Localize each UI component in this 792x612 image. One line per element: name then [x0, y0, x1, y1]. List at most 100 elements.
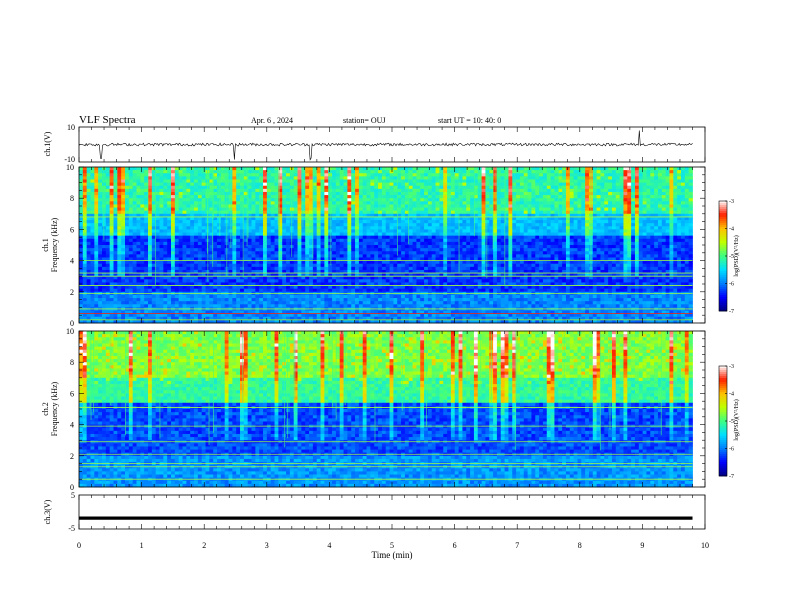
spectrogram-cell [358, 167, 364, 171]
spectrogram-cell [197, 260, 203, 265]
spectrogram-cell [420, 173, 425, 177]
spectrogram-cell [197, 319, 203, 324]
spectrogram-cell [125, 257, 130, 261]
spectrogram-cell [343, 216, 348, 221]
spectrogram-cell [381, 241, 387, 246]
spectrogram-cell [427, 285, 433, 290]
spectrogram-cell [90, 195, 95, 199]
spectrogram-cell [427, 201, 433, 205]
spectrogram-cell [312, 310, 318, 315]
spectrogram-cell [178, 201, 183, 205]
spectrogram-cell [140, 263, 145, 268]
spectrogram-cell [450, 304, 456, 308]
spectrogram-cell [355, 304, 360, 308]
spectrogram-cell [458, 191, 463, 196]
spectrogram-cell [247, 213, 252, 218]
spectrogram-cell [194, 248, 199, 252]
spectrogram-cell [201, 207, 206, 212]
spectrogram-cell [82, 301, 88, 305]
spectrogram-cell [82, 316, 88, 321]
spectrogram-cell [366, 198, 371, 202]
spectrogram-cell [132, 173, 137, 177]
spectrogram-cell [374, 269, 379, 274]
spectrogram-cell [351, 273, 356, 277]
spectrogram-cell [94, 304, 99, 308]
spectrogram-cell [293, 269, 298, 274]
spectrogram-cell [443, 273, 448, 277]
spectrogram-cell [385, 288, 390, 293]
spectrogram-cell [79, 191, 84, 196]
spectrogram-cell [335, 223, 341, 227]
spectrogram-cell [236, 191, 241, 196]
spectrogram-cell [339, 304, 344, 308]
spectrogram-cell [194, 235, 199, 240]
spectrogram-cell [178, 195, 183, 199]
spectrogram-cell [243, 288, 249, 293]
spectrogram-cell [240, 245, 245, 249]
spectrogram-cell [94, 288, 99, 293]
spectrogram-cell [335, 191, 341, 196]
spectrogram-cell [194, 170, 199, 174]
spectrogram-cell [182, 213, 187, 218]
spectrogram-cell [251, 185, 256, 190]
spectrogram-cell [450, 263, 456, 268]
spectrogram-cell [335, 313, 341, 318]
spectrogram-cell [320, 223, 325, 227]
spectrogram-cell [82, 319, 88, 324]
spectrogram-cell [401, 179, 406, 183]
spectrogram-cell [397, 294, 402, 299]
spectrogram-cell [374, 179, 379, 183]
spectrogram-cell [362, 170, 367, 174]
spectrogram-cell [148, 201, 153, 205]
spectrogram-cell [408, 257, 413, 261]
spectrogram-cell [316, 188, 321, 193]
spectrogram-cell [167, 273, 172, 277]
spectrogram-cell [343, 276, 348, 280]
spectrogram-cell [113, 316, 118, 321]
spectrogram-cell [309, 319, 314, 324]
spectrogram-cell [297, 269, 302, 274]
spectrogram-cell [439, 245, 444, 249]
spectrogram-cell [450, 201, 456, 205]
spectrogram-cell [389, 245, 394, 249]
spectrogram-cell [163, 319, 168, 324]
spectrogram-cell [132, 285, 137, 290]
spectrogram-cell [236, 188, 241, 193]
spectrogram-cell [82, 220, 88, 224]
spectrogram-cell [412, 235, 417, 240]
spectrogram-cell [128, 313, 134, 318]
spectrogram-cell [171, 223, 176, 227]
spectrogram-cell [259, 207, 264, 212]
spectrogram-cell [324, 282, 329, 286]
spectrogram-cell [171, 167, 176, 171]
spectrogram-cell [416, 210, 421, 215]
spectrogram-cell [209, 229, 214, 233]
spectrogram-cell [420, 260, 425, 265]
spectrogram-cell [255, 304, 260, 308]
spectrogram-cell [293, 182, 298, 187]
spectrogram-cell [186, 273, 191, 277]
spectrogram-cell [305, 238, 310, 243]
spectrogram-cell [194, 313, 199, 318]
spectrogram-cell [404, 226, 410, 230]
spectrogram-cell [278, 298, 283, 302]
spectrogram-cell [366, 238, 371, 243]
spectrogram-cell [286, 198, 291, 202]
spectrogram-cell [94, 182, 99, 187]
spectrogram-cell [270, 288, 275, 293]
spectrogram-cell [209, 245, 214, 249]
spectrogram-cell [213, 220, 218, 224]
spectrogram-cell [190, 257, 195, 261]
spectrogram-cell [416, 213, 421, 218]
spectrogram-cell [148, 188, 153, 193]
spectrogram-cell [232, 170, 237, 174]
spectrogram-cell [209, 191, 214, 196]
spectrogram-cell [355, 319, 360, 324]
spectrogram-cell [447, 257, 452, 261]
spectrogram-cell [90, 167, 95, 171]
spectrogram-cell [454, 257, 459, 261]
spectrogram-cell [217, 173, 222, 177]
spectrogram-cell [151, 204, 157, 208]
spectrogram-cell [370, 266, 375, 271]
spectrogram-cell [144, 235, 149, 240]
